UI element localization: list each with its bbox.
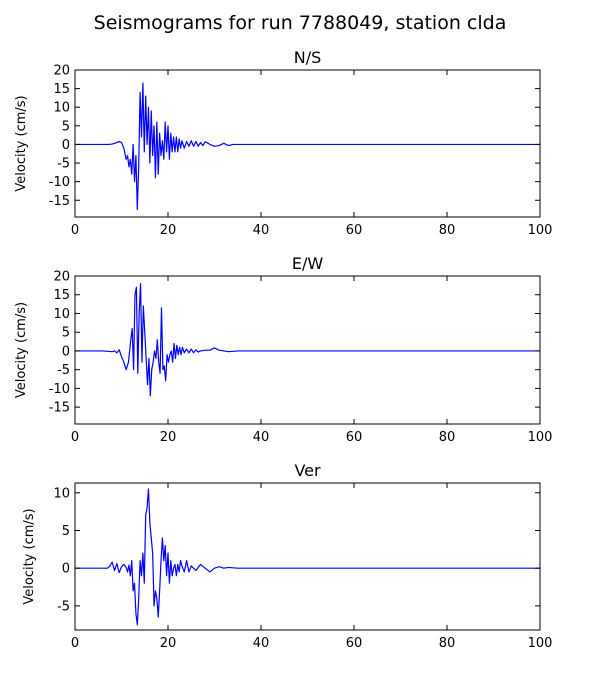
x-tick-label-ns: 20: [160, 223, 177, 238]
panel-title-ew: E/W: [292, 254, 324, 273]
x-tick-label-ver: 0: [71, 636, 79, 651]
y-tick-label-ns: 20: [53, 64, 70, 79]
x-tick-label-ew: 60: [346, 430, 363, 445]
figure-title: Seismograms for run 7788049, station cld…: [94, 12, 507, 34]
plot-frame-ns: [74, 69, 541, 218]
x-tick-label-ns: 80: [439, 223, 456, 238]
x-tick-label-ew: 0: [71, 430, 79, 445]
series-line-ew: [75, 282, 540, 397]
series-line-ns: [75, 82, 540, 211]
y-axis-label-ver: Velocity (cm/s): [22, 508, 37, 604]
y-tick-label-ew: 20: [53, 270, 70, 285]
panel-ew: E/W 0 20 40 60 80 100 -15 -10 -5 0 5 10 15 20 Velocity …: [14, 254, 552, 445]
y-tick-label-ns: 5: [62, 119, 70, 134]
x-tick-label-ver: 80: [439, 636, 456, 651]
x-tick-label-ver: 20: [160, 636, 177, 651]
x-tick-label-ew: 20: [160, 430, 177, 445]
x-tick-label-ns: 60: [346, 223, 363, 238]
y-axis-label-ns: Velocity (cm/s): [14, 95, 29, 191]
x-tick-label-ns: 0: [71, 223, 79, 238]
x-tick-label-ver: 40: [253, 636, 270, 651]
y-tick-label-ew: 0: [62, 344, 70, 359]
y-tick-label-ver: 0: [62, 562, 70, 577]
x-tick-label-ew: 40: [253, 430, 270, 445]
y-tick-label-ew: 5: [62, 326, 70, 341]
plot-frame-ver: [74, 482, 541, 631]
x-tick-label-ver: 60: [346, 636, 363, 651]
x-tick-label-ver: 100: [528, 636, 553, 651]
plot-frame-ew: [74, 275, 541, 425]
y-tick-label-ew: -15: [49, 401, 70, 416]
y-tick-label-ver: -5: [57, 599, 70, 614]
y-tick-label-ns: 0: [62, 138, 70, 153]
y-tick-label-ns: 10: [53, 101, 70, 116]
panel-ver: Ver 0 20 40 60 80 100 -5 0 5 10 Velocity (cm/s): [22, 461, 552, 651]
y-tick-label-ver: 10: [53, 486, 70, 501]
panels: N/S0 20 40 60 80 100-15-10-505101520Velocity …: [14, 48, 552, 651]
x-tick-label-ew: 80: [439, 430, 456, 445]
y-tick-label-ns: 15: [53, 82, 70, 97]
panel-title-ver: Ver: [294, 461, 321, 480]
y-tick-label-ew: 10: [53, 307, 70, 322]
y-tick-label-ns: -5: [57, 157, 70, 172]
x-tick-label-ns: 100: [528, 223, 553, 238]
series-line-ver: [75, 488, 540, 626]
y-axis-label-ew: Velocity (cm/s): [14, 302, 29, 398]
y-tick-label-ew: -5: [57, 363, 70, 378]
x-tick-label-ew: 100: [528, 430, 553, 445]
y-tick-label-ns: -15: [49, 194, 70, 209]
y-tick-label-ew: 15: [53, 288, 70, 303]
panel-ns: N/S 0 20 40 60 80 100 -15 -10 -5 0 5 10 15 20 Velocity …: [14, 48, 552, 238]
x-tick-label-ns: 40: [253, 223, 270, 238]
panel-title-ns: N/S: [294, 48, 322, 67]
y-tick-label-ns: -10: [49, 175, 70, 190]
y-tick-label-ver: 5: [62, 524, 70, 539]
y-tick-label-ew: -10: [49, 382, 70, 397]
